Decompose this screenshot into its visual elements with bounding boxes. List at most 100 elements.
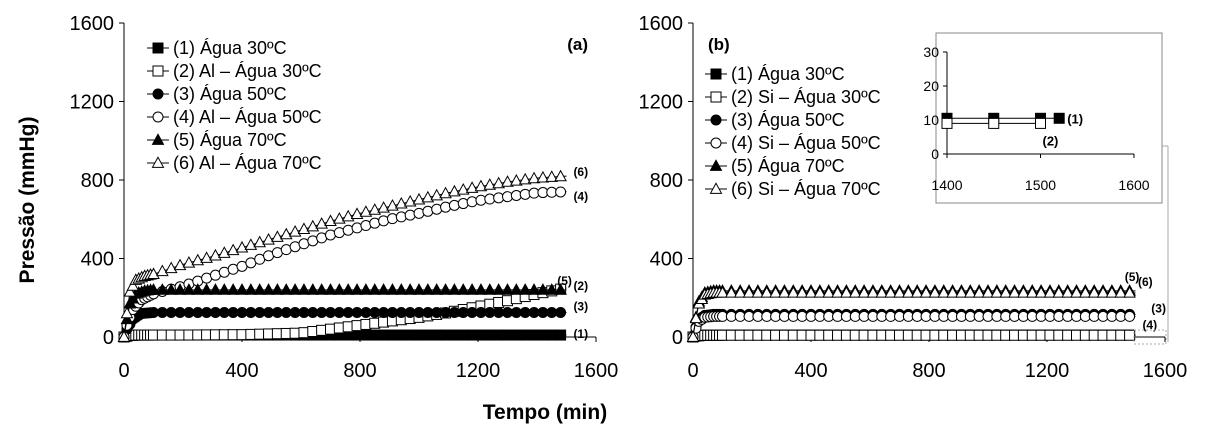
data-point <box>955 286 968 298</box>
data-point <box>341 209 355 222</box>
data-point <box>217 283 231 295</box>
data-point <box>1124 310 1136 322</box>
data-point <box>716 286 729 298</box>
series-5 <box>117 283 567 342</box>
data-point <box>117 330 131 342</box>
zoom-region <box>1133 329 1167 345</box>
y-axis-label: Pressão (mmHg) <box>16 117 39 284</box>
data-point <box>483 283 497 295</box>
panel-b-chart: 0 400 800 1200 1600 0 400 800 1200 1600 (b) (3) (4) (… <box>639 13 1188 382</box>
data-point <box>778 286 791 298</box>
data-point <box>271 283 284 295</box>
data-point <box>465 283 479 295</box>
curve-label: (5) <box>1125 270 1140 284</box>
x-tick-label: 0 <box>118 360 129 382</box>
data-point <box>1025 286 1039 298</box>
data-point <box>456 183 470 195</box>
data-point <box>324 283 337 295</box>
legend-marker <box>151 156 165 168</box>
data-point <box>394 196 408 209</box>
data-point <box>164 261 178 274</box>
inset-chart: 0 10 20 30 1400 1500 1600 (1) (2) <box>923 32 1169 345</box>
data-point <box>999 286 1013 298</box>
data-point <box>368 203 382 215</box>
data-point <box>857 286 871 298</box>
legend-entry: (1) Água 30ºC <box>731 64 845 84</box>
data-point <box>1043 286 1057 298</box>
data-point <box>518 283 532 295</box>
data-point <box>164 283 178 295</box>
legend-marker <box>710 91 722 103</box>
data-point <box>831 286 844 298</box>
y-tick-label: 400 <box>650 249 683 271</box>
data-point <box>545 283 559 295</box>
x-tick-label: 1600 <box>1143 360 1188 382</box>
inset-y-tick-label: 30 <box>923 44 939 60</box>
data-point <box>501 283 514 295</box>
legend-marker <box>152 42 164 54</box>
data-point <box>751 286 765 298</box>
inset-data-point <box>988 117 1000 129</box>
legend-marker <box>152 111 164 123</box>
curve-label: (4) <box>573 190 588 204</box>
data-point <box>848 286 862 298</box>
y-tick-label: 0 <box>672 327 683 349</box>
data-point <box>760 286 774 298</box>
data-point <box>1008 286 1021 298</box>
data-point <box>120 312 134 325</box>
data-point <box>431 203 443 215</box>
inset-x-tick-label: 1600 <box>1118 177 1149 193</box>
legend-marker <box>710 68 722 80</box>
data-point <box>173 283 187 295</box>
data-point <box>689 311 703 324</box>
data-point <box>200 283 213 295</box>
data-point <box>378 215 390 227</box>
data-point <box>422 205 434 217</box>
data-point <box>725 286 738 298</box>
curve-label: (3) <box>1151 302 1166 316</box>
data-point <box>377 201 390 213</box>
data-point <box>492 283 505 295</box>
y-tick-label: 1200 <box>639 92 684 114</box>
data-point <box>963 286 977 298</box>
x-tick-label: 800 <box>912 360 945 382</box>
data-point <box>1061 286 1074 298</box>
legend-entry: (5) Água 70ºC <box>731 156 845 176</box>
legend-marker <box>151 133 165 145</box>
data-point <box>555 186 567 198</box>
curve-label: (2) <box>573 279 588 293</box>
curve-label: (3) <box>573 300 588 314</box>
x-tick-label: 0 <box>687 360 698 382</box>
data-point <box>413 207 425 219</box>
data-point <box>191 253 205 266</box>
data-point <box>262 283 275 295</box>
data-point <box>1087 286 1101 298</box>
data-point <box>466 196 478 208</box>
panel-label: (a) <box>567 35 588 54</box>
data-point <box>465 181 479 193</box>
legend-marker <box>152 65 164 77</box>
data-point <box>412 283 426 295</box>
legend-entry: (6) Si – Água 70ºC <box>731 179 881 199</box>
data-point <box>439 283 452 295</box>
data-point <box>813 286 827 298</box>
curve-label: (1) <box>573 327 588 341</box>
data-point <box>474 179 488 192</box>
data-point <box>545 170 559 182</box>
data-point <box>448 184 461 197</box>
data-point <box>981 286 995 298</box>
data-point <box>510 173 523 186</box>
inset-y-tick-label: 0 <box>931 146 939 162</box>
x-tick-label: 400 <box>225 360 258 382</box>
data-point <box>156 283 169 295</box>
data-point <box>448 283 461 295</box>
data-point <box>946 286 959 298</box>
series-6 <box>686 286 1136 342</box>
data-point <box>403 283 417 295</box>
data-point <box>288 283 302 295</box>
data-point <box>456 283 470 295</box>
data-point <box>1052 286 1066 298</box>
data-point <box>555 306 567 318</box>
